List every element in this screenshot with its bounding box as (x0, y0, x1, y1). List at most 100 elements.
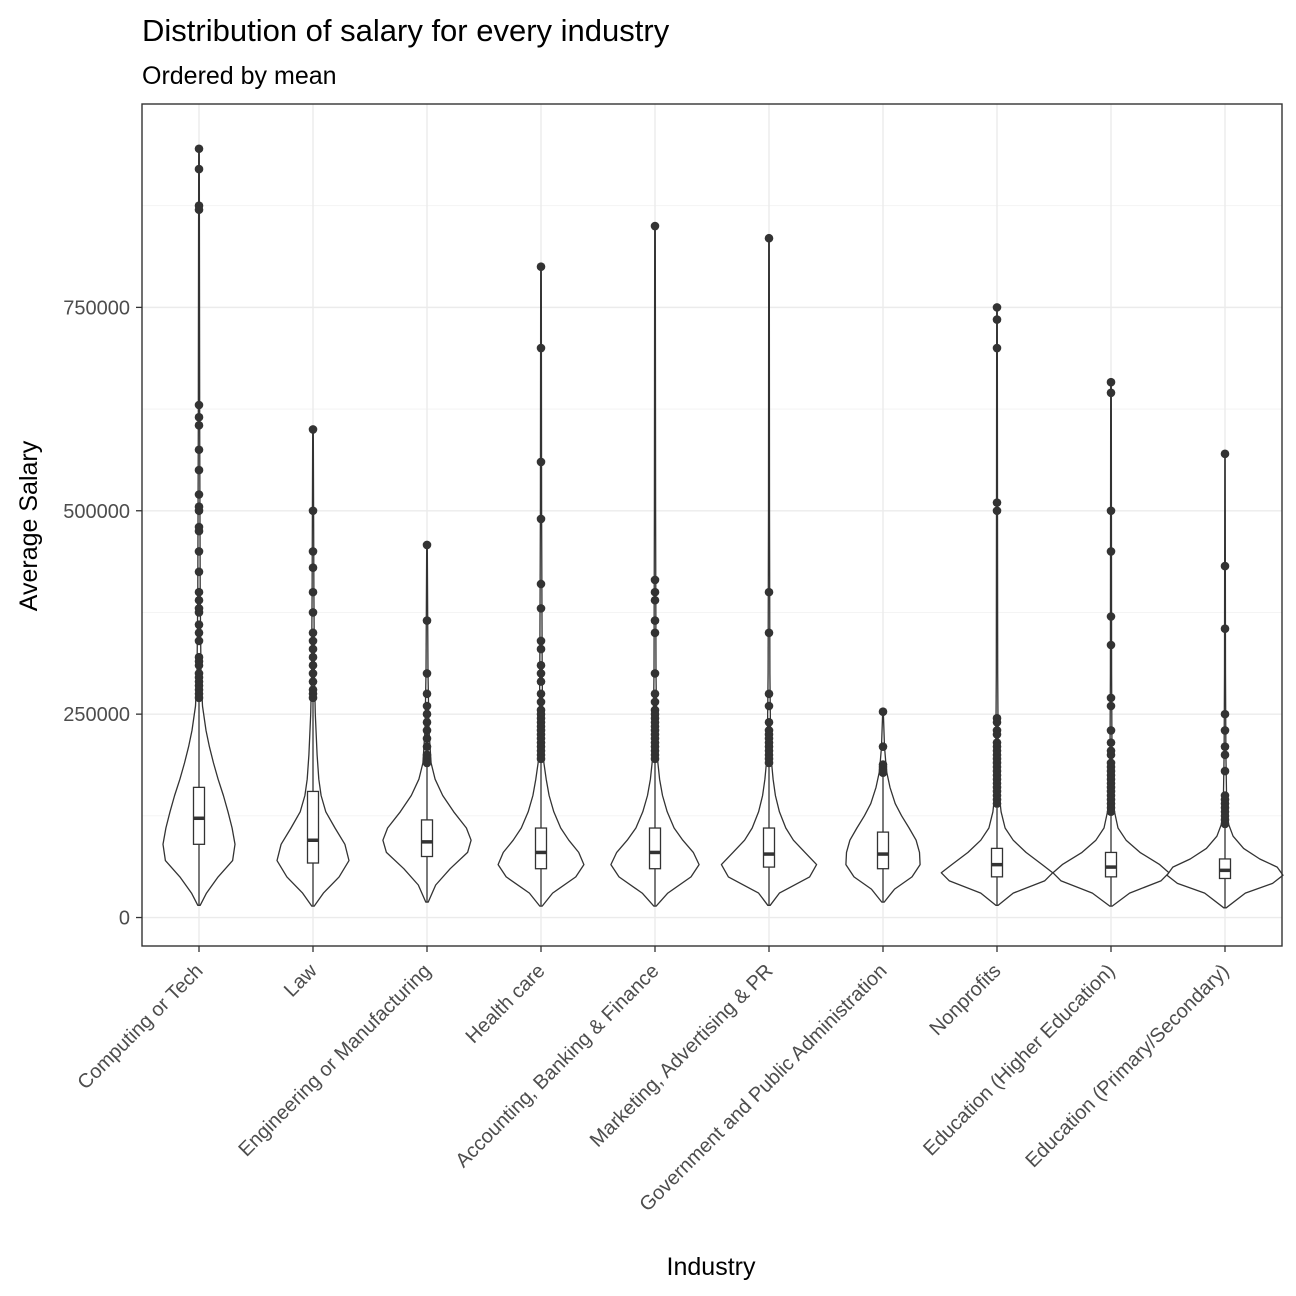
y-tick-label: 250000 (63, 704, 130, 726)
outlier-point (1106, 738, 1116, 747)
outlier-point (1106, 693, 1116, 703)
outlier-point (650, 595, 660, 605)
outlier-point (422, 742, 432, 751)
box (876, 831, 890, 870)
outlier-point (764, 701, 774, 711)
outlier-point (308, 669, 318, 678)
panel-border (141, 103, 1283, 947)
outlier-point (1220, 449, 1230, 459)
outlier-point (878, 707, 888, 717)
outlier-point (764, 587, 774, 597)
outlier-point (992, 315, 1002, 324)
outlier-point (536, 579, 546, 589)
boxplots (192, 701, 1232, 908)
x-tick-label: Health care (462, 960, 550, 1048)
chart-title: Distribution of salary for every industr… (142, 13, 670, 48)
outlier-point (194, 465, 204, 475)
outlier-point (422, 701, 432, 711)
outlier-point (194, 144, 204, 154)
outlier-point (650, 221, 660, 231)
outlier-point (194, 412, 204, 422)
outlier-point (308, 628, 318, 638)
outlier-point (194, 164, 204, 174)
outlier-point (536, 343, 546, 353)
outlier-point (308, 636, 318, 646)
outlier-point (308, 425, 318, 434)
outlier-point (878, 768, 888, 778)
outlier-point (992, 498, 1002, 507)
outlier-point (1106, 726, 1116, 735)
outlier-point (194, 620, 204, 629)
outlier-point (1106, 612, 1116, 621)
outlier-point (650, 628, 660, 638)
outlier-point (1106, 506, 1116, 516)
outlier-point (308, 587, 318, 597)
x-tick-label: Government and Public Administration (635, 960, 891, 1216)
outlier-point (536, 457, 546, 467)
outlier-point (650, 697, 660, 707)
y-tick-label: 750000 (63, 297, 130, 319)
outlier-point (536, 669, 546, 678)
x-axis-title: Industry (667, 1253, 756, 1281)
y-axis: 0 250000 500000 750000 (63, 297, 142, 930)
outlier-point (422, 540, 432, 550)
box (762, 827, 776, 868)
outlier-point (1220, 750, 1230, 760)
outlier-point (1106, 701, 1116, 711)
outlier-point (308, 644, 318, 654)
outlier-point (1220, 766, 1230, 776)
outlier-point (992, 717, 1002, 727)
outlier-point (536, 697, 546, 707)
box (306, 790, 320, 864)
outlier-point (194, 490, 204, 499)
outlier-point (1106, 807, 1116, 817)
outlier-point (764, 758, 774, 768)
outlier-point (422, 734, 432, 743)
outlier-point (536, 677, 546, 686)
x-tick-label: Engineering or Manufacturing (234, 960, 435, 1161)
outlier-point (194, 587, 204, 597)
box (192, 786, 206, 845)
outlier-point (536, 514, 546, 524)
outlier-point (650, 575, 660, 585)
outlier-point (308, 661, 318, 670)
outlier-point (536, 262, 546, 272)
outlier-point (536, 754, 546, 764)
outlier-point (308, 693, 318, 703)
outlier-point (308, 563, 318, 573)
outlier-point (1106, 377, 1116, 387)
x-tick-label: Computing or Tech (74, 960, 208, 1094)
outlier-point (650, 689, 660, 699)
outlier-point (308, 677, 318, 686)
outlier-point (650, 616, 660, 625)
outlier-point (194, 567, 204, 577)
x-tick-label: Marketing, Advertising & PR (586, 960, 778, 1152)
chart-subtitle: Ordered by mean (142, 62, 337, 90)
outlier-point (764, 628, 774, 638)
outlier-point (992, 343, 1002, 353)
y-tick-label: 500000 (63, 501, 130, 523)
outlier-point (536, 661, 546, 670)
outlier-point (1220, 726, 1230, 735)
outlier-point (194, 526, 204, 536)
box (990, 847, 1004, 878)
outlier-point (194, 608, 204, 617)
outlier-point (1106, 750, 1116, 760)
outlier-point (422, 689, 432, 699)
outlier-point (1106, 547, 1116, 556)
outlier-point (422, 717, 432, 727)
box (648, 827, 662, 870)
outlier-point (194, 661, 204, 670)
y-tick-label: 0 (119, 908, 130, 930)
outlier-point (764, 717, 774, 727)
outlier-point (194, 628, 204, 638)
outlier-point (308, 608, 318, 617)
box (1104, 851, 1118, 878)
outlier-point (536, 604, 546, 613)
outlier-point (992, 799, 1002, 808)
outlier-point (194, 421, 204, 430)
outlier-point (308, 652, 318, 662)
outlier-point (194, 693, 204, 703)
outlier-point (194, 205, 204, 215)
